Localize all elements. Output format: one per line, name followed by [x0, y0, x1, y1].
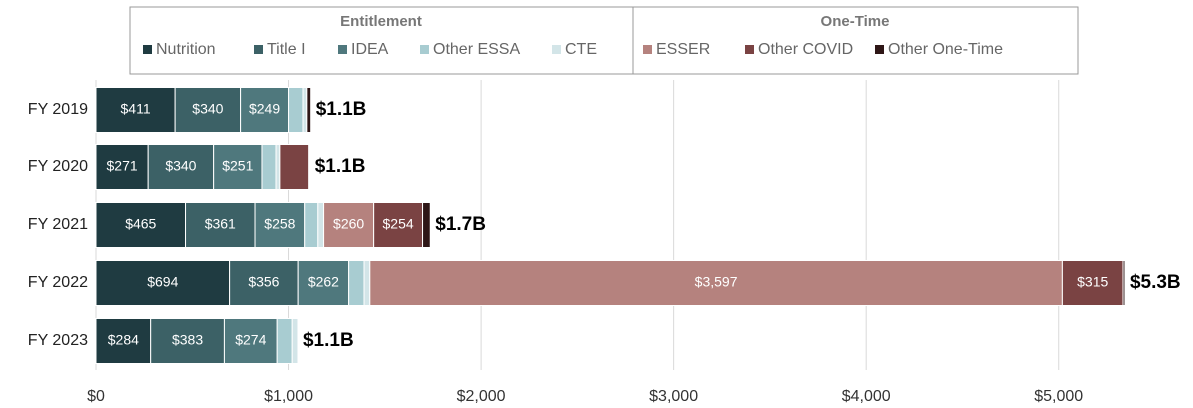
- bar-segment: [95, 318, 152, 364]
- bar-segment: [254, 202, 306, 248]
- bar-segment: [317, 202, 325, 248]
- bar-segment: [95, 87, 176, 133]
- total-label: $1.1B: [315, 156, 366, 177]
- x-tick-label: $0: [87, 388, 105, 405]
- legend-swatch: [254, 45, 263, 54]
- total-label: $1.7B: [435, 214, 486, 235]
- total-label: $1.1B: [303, 330, 354, 351]
- value-label: $258: [264, 216, 295, 232]
- value-label: $249: [249, 101, 280, 117]
- x-tick-label: $1,000: [264, 388, 313, 405]
- bar-segment: [261, 144, 277, 190]
- bar-segment: [323, 202, 375, 248]
- bar-segment: [302, 87, 308, 133]
- value-label: $262: [308, 274, 339, 290]
- legend-label: Nutrition: [156, 41, 216, 58]
- bar-segment: [373, 202, 424, 248]
- value-label: $383: [172, 332, 203, 348]
- y-tick-label: FY 2021: [28, 216, 88, 233]
- value-label: $694: [147, 274, 178, 290]
- value-label: $254: [383, 216, 414, 232]
- bar-segment: [291, 318, 299, 364]
- bar-segment: [1122, 260, 1126, 306]
- total-label: $5.3B: [1130, 272, 1181, 293]
- value-label: $465: [125, 216, 156, 232]
- value-label: $3,597: [695, 274, 738, 290]
- legend-box: [129, 6, 1079, 75]
- legend-group: One-Time: [821, 13, 890, 30]
- bar-segment: [275, 144, 281, 190]
- x-tick-label: $2,000: [457, 388, 506, 405]
- value-label: $361: [205, 216, 236, 232]
- total-label: $1.1B: [316, 99, 367, 120]
- x-tick-label: $3,000: [649, 388, 698, 405]
- bar-segment: [369, 260, 1063, 306]
- value-label: $315: [1077, 274, 1108, 290]
- bar-segment: [240, 87, 290, 133]
- legend-swatch: [338, 45, 347, 54]
- legend-swatch: [420, 45, 429, 54]
- value-label: $260: [333, 216, 364, 232]
- bar-segment: [185, 202, 256, 248]
- bar-segment: [147, 144, 215, 190]
- legend-swatch: [143, 45, 152, 54]
- value-label: $251: [222, 158, 253, 174]
- bar-segment: [348, 260, 365, 306]
- bar-segment: [95, 260, 231, 306]
- value-label: $271: [107, 158, 138, 174]
- bar-segment: [223, 318, 278, 364]
- y-tick-label: FY 2023: [28, 332, 88, 349]
- value-label: $274: [235, 332, 266, 348]
- value-label: $356: [248, 274, 279, 290]
- bar-segment: [276, 318, 293, 364]
- y-tick-label: FY 2020: [28, 158, 88, 175]
- bar-segment: [279, 144, 310, 190]
- value-label: $411: [121, 101, 151, 117]
- bar-segment: [306, 87, 312, 133]
- legend-swatch: [643, 45, 652, 54]
- legend-label: IDEA: [351, 41, 389, 58]
- legend-label: Other One-Time: [888, 41, 1003, 58]
- legend-label: Other ESSA: [433, 41, 520, 58]
- y-tick-label: FY 2022: [28, 274, 88, 291]
- bar-segment: [288, 87, 304, 133]
- x-tick-label: $5,000: [1034, 388, 1083, 405]
- value-label: $340: [192, 101, 223, 117]
- legend-swatch: [875, 45, 884, 54]
- x-tick-label: $4,000: [842, 388, 891, 405]
- legend-group: Entitlement: [340, 13, 422, 30]
- bar-segment: [229, 260, 299, 306]
- value-label: $340: [165, 158, 196, 174]
- bar-segment: [422, 202, 431, 248]
- bar-segment: [363, 260, 371, 306]
- bar-segment: [308, 144, 311, 190]
- legend-swatch: [552, 45, 561, 54]
- legend-label: Title I: [267, 41, 306, 58]
- y-tick-label: FY 2019: [28, 101, 88, 118]
- value-label: $284: [108, 332, 139, 348]
- bar-segment: [150, 318, 225, 364]
- legend-label: Other COVID: [758, 41, 853, 58]
- legend-label: ESSER: [656, 41, 710, 58]
- legend-label: CTE: [565, 41, 597, 58]
- bar-segment: [304, 202, 319, 248]
- legend-swatch: [745, 45, 754, 54]
- bar-segment: [174, 87, 242, 133]
